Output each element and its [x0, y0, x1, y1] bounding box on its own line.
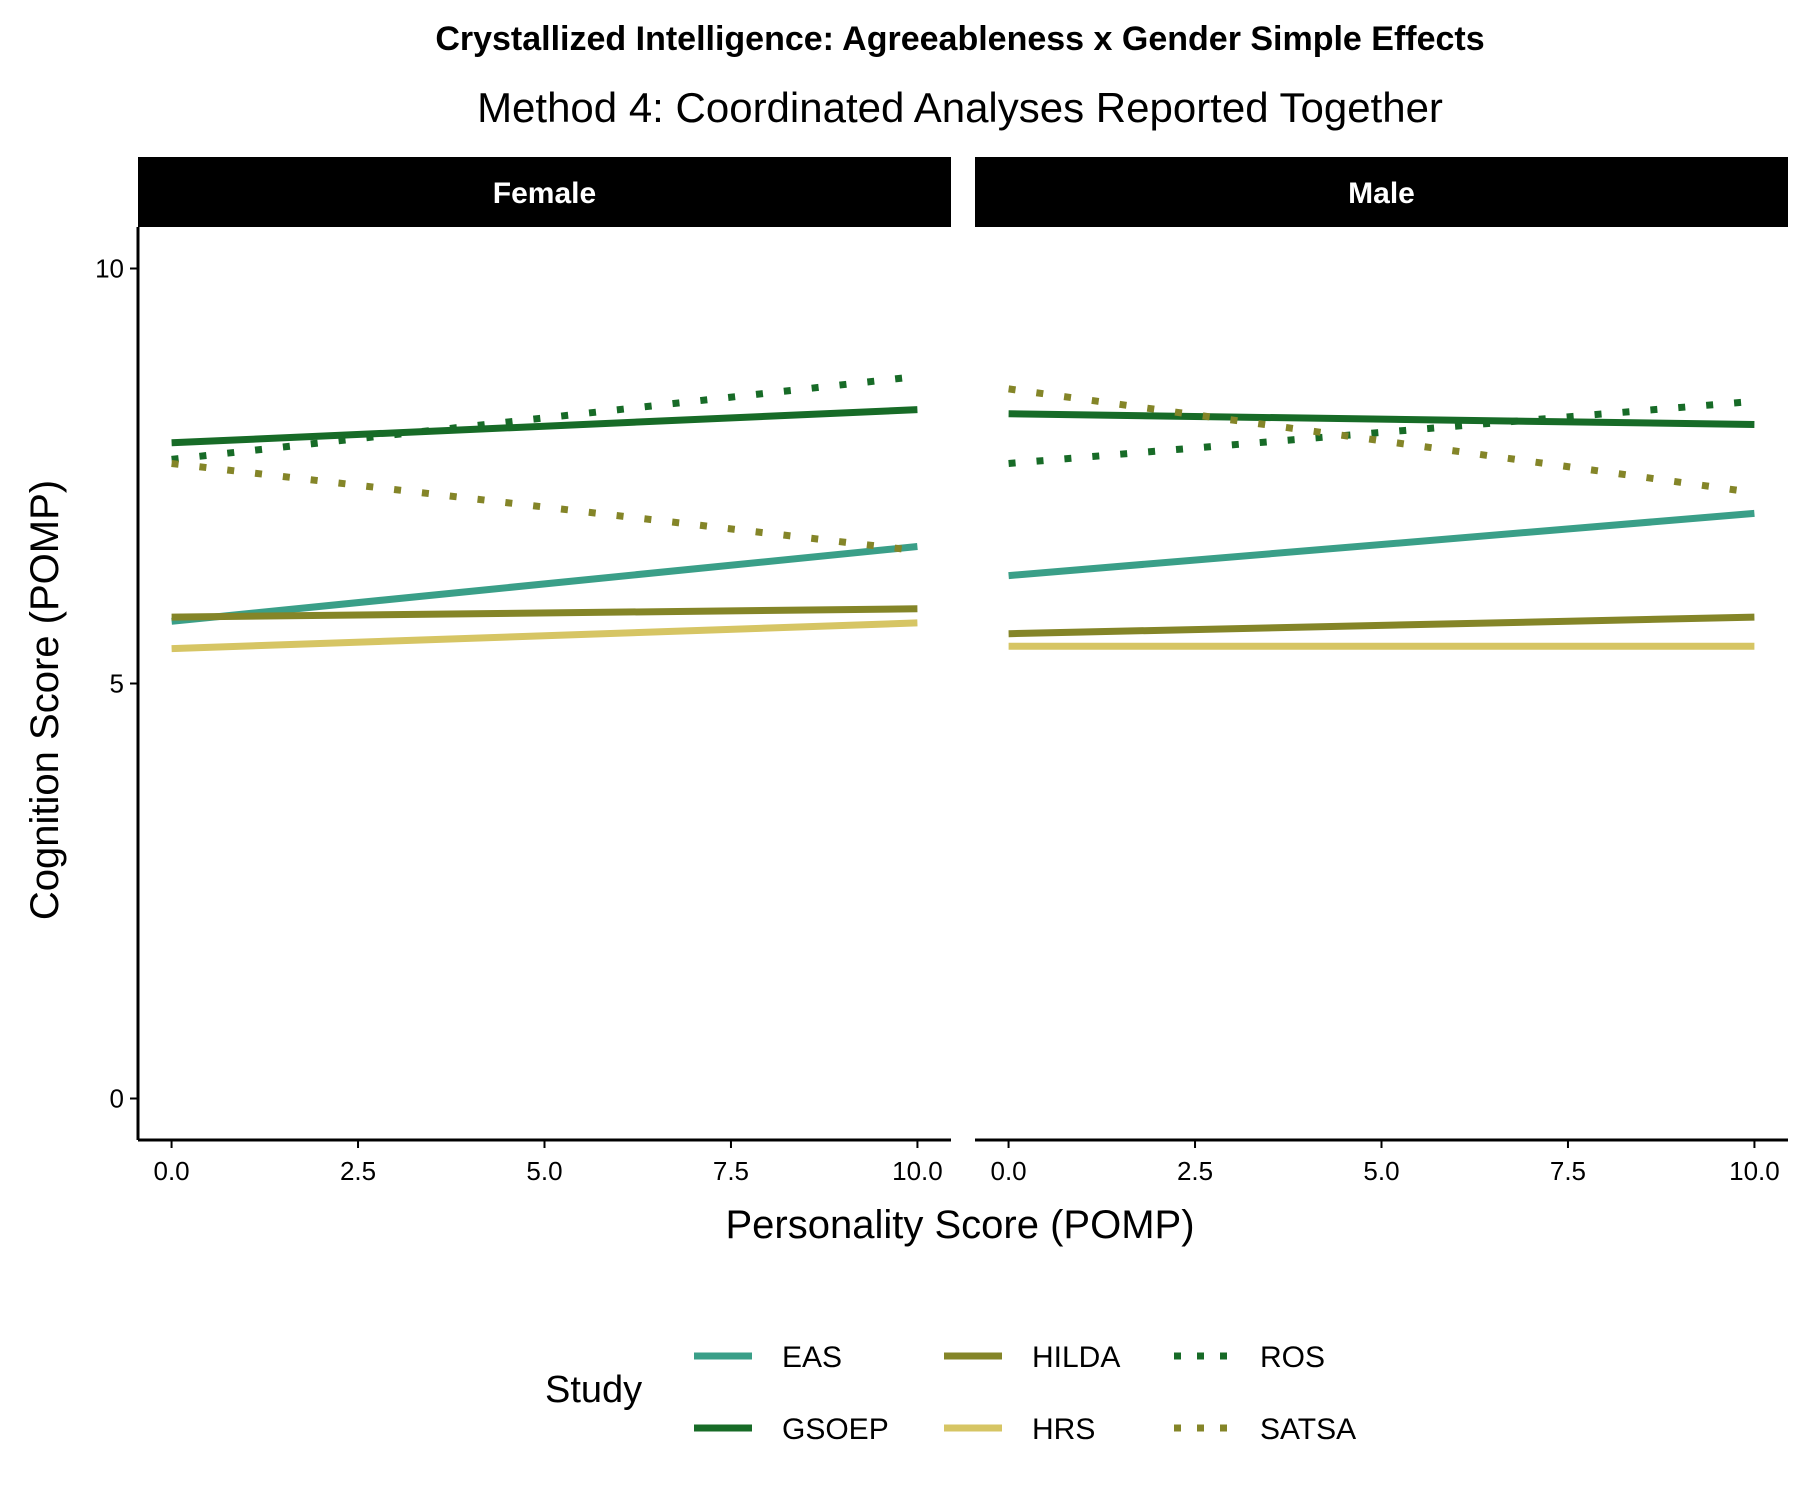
x-tick-label: 0.0: [153, 1156, 189, 1186]
x-tick-label: 7.5: [1550, 1156, 1586, 1186]
facet-panels: Female 0 5 10 0.0 2.5 5.0 7.5 10.0 Male 0.0 2.5 5.0 7…: [95, 157, 1788, 1186]
legend-title: Study: [545, 1369, 642, 1411]
y-tick-label: 5: [110, 669, 124, 699]
legend-item-ros: ROS: [1174, 1341, 1325, 1374]
series-line-satsa-male: [1008, 385, 1755, 497]
facet-label-male: Male: [1348, 177, 1415, 210]
legend-label-hrs: HRS: [1032, 1413, 1095, 1446]
series-line-hilda-female: [171, 605, 918, 621]
series-line-satsa-female: [171, 460, 918, 555]
legend-item-gsoep: GSOEP: [694, 1413, 889, 1446]
series-line-ros-male: [1008, 397, 1755, 467]
series-line-gsoep-female: [171, 406, 918, 447]
y-axis-title: Cognition Score (POMP): [23, 480, 67, 920]
legend-item-satsa: SATSA: [1174, 1413, 1356, 1446]
chart-subtitle: Method 4: Coordinated Analyses Reported …: [477, 84, 1443, 131]
facet-label-female: Female: [493, 177, 596, 210]
series-line-hilda-male: [1008, 613, 1755, 638]
y-tick-label: 10: [95, 254, 124, 284]
x-axis-title: Personality Score (POMP): [725, 1203, 1194, 1247]
legend-item-hrs: HRS: [944, 1413, 1095, 1446]
x-tick-label: 10.0: [892, 1156, 943, 1186]
series-line-eas-male: [1008, 509, 1755, 580]
x-tick-label: 0.0: [990, 1156, 1026, 1186]
series-line-hrs-female: [171, 619, 918, 653]
legend-item-eas: EAS: [694, 1341, 842, 1374]
legend-label-satsa: SATSA: [1260, 1413, 1356, 1446]
legend-label-gsoep: GSOEP: [782, 1413, 889, 1446]
facet-strip-male: [975, 157, 1788, 227]
series-line-gsoep-male: [1008, 410, 1755, 428]
x-tick-label: 2.5: [1177, 1156, 1213, 1186]
x-tick-label: 2.5: [340, 1156, 376, 1186]
x-tick-label: 7.5: [713, 1156, 749, 1186]
legend-label-ros: ROS: [1260, 1341, 1325, 1374]
panel-male: Male 0.0 2.5 5.0 7.5 10.0: [975, 157, 1788, 1186]
chart-title: Crystallized Intelligence: Agreeableness…: [435, 20, 1484, 58]
series-line-eas-female: [171, 543, 918, 625]
x-tick-label: 5.0: [526, 1156, 562, 1186]
panel-female: Female 0 5 10 0.0 2.5 5.0 7.5 10.0: [95, 157, 951, 1186]
legend-item-hilda: HILDA: [944, 1341, 1120, 1374]
x-tick-label: 5.0: [1363, 1156, 1399, 1186]
x-tick-label: 10.0: [1729, 1156, 1780, 1186]
y-tick-label: 0: [110, 1084, 124, 1114]
facet-strip-female: [138, 157, 951, 227]
legend-label-hilda: HILDA: [1032, 1341, 1120, 1374]
legend: Study EAS GSOEP HILDA HRS ROS SATSA: [545, 1341, 1356, 1446]
legend-label-eas: EAS: [782, 1341, 842, 1374]
